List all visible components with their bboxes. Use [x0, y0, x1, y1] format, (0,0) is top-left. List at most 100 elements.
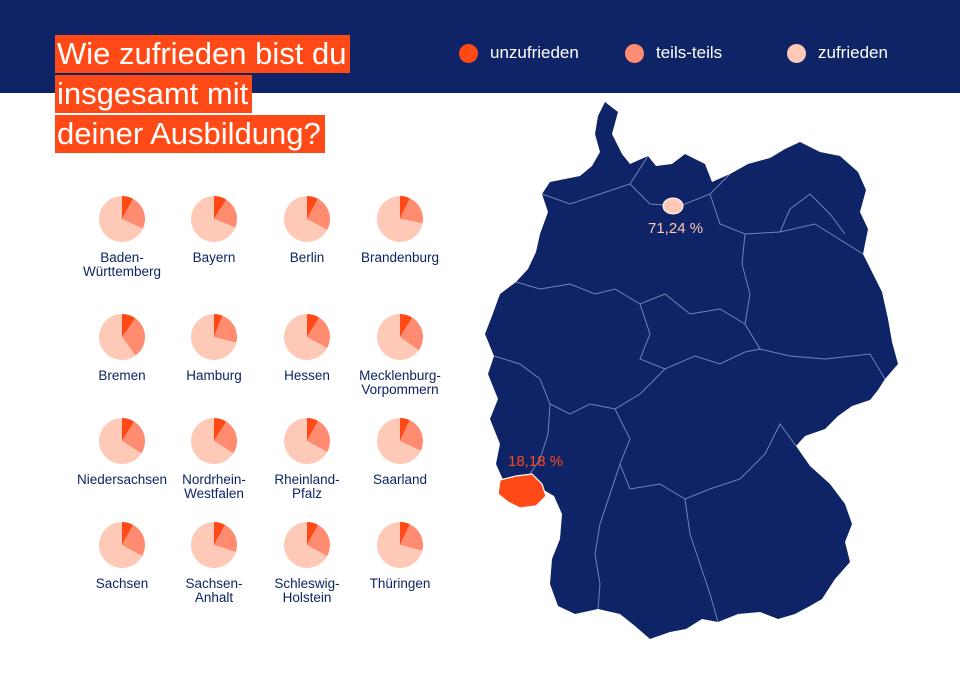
- saarland-value-label: 18,18 %: [508, 453, 564, 470]
- state-pie: [377, 314, 423, 360]
- state-pie-cell: Mecklenburg- Vorpommern: [348, 313, 452, 397]
- pie-slice-zufrieden: [191, 522, 236, 568]
- germany-map: [485, 102, 898, 639]
- state-label: Schleswig- Holstein: [274, 576, 340, 605]
- state-label: Bayern: [192, 250, 236, 265]
- state-pie: [284, 196, 330, 242]
- pie-slice-unzufrieden: [307, 314, 320, 337]
- hamburg-value-label: 71,24 %: [648, 220, 704, 237]
- pie-slice-unzufrieden: [122, 418, 135, 441]
- state-label: Berlin: [289, 250, 325, 265]
- legend-dot-icon: [625, 43, 644, 63]
- pie-slice-zufrieden: [99, 314, 136, 360]
- state-pie: [191, 522, 237, 568]
- pie-slice-unzufrieden: [214, 522, 226, 545]
- legend-label: zufrieden: [818, 43, 888, 62]
- state-pie: [99, 314, 145, 360]
- state-label: Saarland: [372, 472, 428, 487]
- pie-slice-teils-teils: [400, 524, 423, 551]
- pie-slice-unzufrieden: [400, 522, 410, 545]
- state-pie-cell: Bayern: [162, 195, 266, 265]
- state-label: Thüringen: [369, 576, 431, 591]
- state-pie-cell: Nordrhein- Westfalen: [162, 417, 266, 501]
- state-pie-cell: Rheinland- Pfalz: [255, 417, 359, 501]
- pie-slice-teils-teils: [214, 199, 237, 228]
- state-pie-cell: Schleswig- Holstein: [255, 521, 359, 605]
- pie-slice-teils-teils: [214, 315, 237, 343]
- state-pie-cell: Brandenburg: [348, 195, 452, 265]
- state-label: Nordrhein- Westfalen: [182, 472, 246, 501]
- state-label: Hessen: [284, 368, 330, 383]
- state-pie-cell: Thüringen: [348, 521, 452, 591]
- state-pie: [191, 196, 237, 242]
- legend-label: teils-teils: [656, 43, 723, 62]
- legend-item-zufrieden: zufrieden: [787, 43, 888, 63]
- pie-slice-teils-teils: [307, 317, 330, 349]
- pie-slice-unzufrieden: [122, 196, 134, 219]
- pie-slice-teils-teils: [122, 198, 145, 229]
- pie-slice-unzufrieden: [214, 314, 223, 337]
- pie-slice-teils-teils: [214, 421, 237, 454]
- state-label: Niedersachsen: [76, 472, 168, 487]
- state-label: Bremen: [98, 368, 146, 383]
- state-pie: [377, 196, 423, 242]
- state-pie: [191, 418, 237, 464]
- state-pie: [99, 522, 145, 568]
- state-pie-cell: Berlin: [255, 195, 359, 265]
- state-pie: [377, 418, 423, 464]
- state-label: Sachsen- Anhalt: [185, 576, 243, 605]
- state-pie: [99, 418, 145, 464]
- germany-outline: [485, 102, 898, 639]
- legend-item-unzufrieden: unzufrieden: [459, 43, 579, 63]
- state-pie-cell: Hessen: [255, 313, 359, 383]
- pie-slice-zufrieden: [377, 196, 423, 242]
- state-label: Brandenburg: [360, 250, 440, 265]
- state-pie-cell: Baden- Württemberg: [70, 195, 174, 279]
- state-pie: [99, 196, 145, 242]
- pie-slice-teils-teils: [122, 524, 145, 557]
- legend-label: unzufrieden: [490, 43, 579, 62]
- saarland-region: [497, 473, 547, 509]
- chart-title: Wie zufrieden bist du insgesamt mit dein…: [55, 34, 351, 154]
- pie-slice-unzufrieden: [400, 418, 410, 441]
- pie-slice-zufrieden: [284, 418, 328, 464]
- state-label: Baden- Württemberg: [82, 250, 162, 279]
- hamburg-region: [662, 197, 684, 215]
- pie-slice-unzufrieden: [307, 522, 319, 545]
- state-pie-cell: Hamburg: [162, 313, 266, 383]
- pie-slice-zufrieden: [284, 196, 328, 242]
- pie-slice-unzufrieden: [400, 196, 410, 219]
- state-pie: [284, 522, 330, 568]
- pie-slice-zufrieden: [377, 522, 423, 568]
- state-label: Sachsen: [95, 576, 149, 591]
- state-pie-cell: Sachsen- Anhalt: [162, 521, 266, 605]
- pie-slice-teils-teils: [122, 421, 145, 454]
- state-label: Mecklenburg- Vorpommern: [359, 368, 441, 397]
- pie-slice-zufrieden: [191, 196, 236, 242]
- state-pie: [284, 418, 330, 464]
- pie-slice-unzufrieden: [214, 418, 227, 441]
- pie-slice-zufrieden: [284, 522, 328, 568]
- state-label: Rheinland- Pfalz: [274, 472, 340, 501]
- pie-slice-zufrieden: [191, 418, 234, 464]
- pie-slice-unzufrieden: [400, 314, 413, 337]
- pie-slice-zufrieden: [99, 196, 143, 242]
- pie-slice-zufrieden: [377, 418, 421, 464]
- title-line-1: Wie zufrieden bist du: [55, 35, 351, 73]
- pie-slice-unzufrieden: [307, 418, 319, 441]
- pie-slice-teils-teils: [307, 198, 330, 231]
- pie-slice-teils-teils: [214, 524, 237, 553]
- pie-slice-unzufrieden: [307, 196, 319, 219]
- pie-slice-teils-teils: [122, 318, 145, 356]
- state-pie-cell: Saarland: [348, 417, 452, 487]
- title-line-2: insgesamt mit: [55, 75, 253, 113]
- pie-slice-zufrieden: [99, 522, 143, 568]
- state-pie: [377, 522, 423, 568]
- pie-slice-teils-teils: [400, 317, 423, 351]
- pie-slice-zufrieden: [191, 314, 237, 360]
- pie-slice-teils-teils: [400, 420, 423, 451]
- state-label: Hamburg: [186, 368, 242, 383]
- pie-chart-grid: Baden- Württemberg Bayern Berlin Brandenbur…: [70, 195, 470, 625]
- pie-slice-zufrieden: [284, 314, 328, 360]
- state-pie: [191, 314, 237, 360]
